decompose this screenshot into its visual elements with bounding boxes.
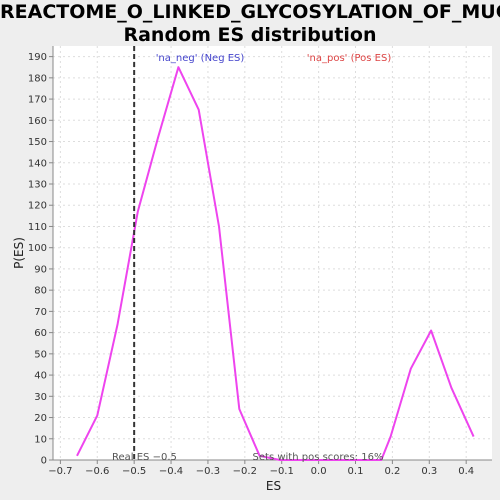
neg-es-label: 'na_neg' (Neg ES) <box>156 53 245 64</box>
y-tick-label-10: 100 <box>28 243 47 254</box>
real-es-label: Real ES −0.5 <box>112 452 177 463</box>
y-tick-label-19: 190 <box>28 52 47 63</box>
x-tick-label-0: −0.7 <box>48 466 72 477</box>
x-tick-label-7: 0.0 <box>311 466 327 477</box>
sets-pos-scores-label: Sets with pos scores: 16% <box>253 452 384 463</box>
y-tick-label-6: 60 <box>34 328 47 339</box>
x-axis-label: ES <box>266 479 281 493</box>
y-tick-label-12: 120 <box>28 201 47 212</box>
plot-area <box>53 46 492 460</box>
x-tick-label-4: −0.3 <box>196 466 220 477</box>
pos-es-label: 'na_pos' (Pos ES) <box>307 53 392 64</box>
x-tick-label-10: 0.3 <box>421 466 437 477</box>
y-tick-label-1: 10 <box>34 434 47 445</box>
chart-title: REACTOME_O_LINKED_GLYCOSYLATION_OF_MUCIN… <box>0 1 500 47</box>
x-tick-label-2: −0.5 <box>122 466 146 477</box>
x-tick-label-6: −0.1 <box>270 466 294 477</box>
series-line-0 <box>76 66 475 461</box>
y-tick-label-17: 170 <box>28 95 47 106</box>
axes <box>49 46 492 464</box>
x-tick-label-11: 0.4 <box>458 466 474 477</box>
y-tick-label-2: 20 <box>34 413 47 424</box>
x-tick-label-5: −0.2 <box>233 466 257 477</box>
y-tick-label-13: 130 <box>28 180 47 191</box>
y-tick-label-3: 30 <box>34 392 47 403</box>
x-tick-label-8: 0.1 <box>348 466 364 477</box>
y-tick-label-5: 50 <box>34 349 47 360</box>
y-tick-label-9: 90 <box>34 264 47 275</box>
y-tick-label-4: 40 <box>34 371 47 382</box>
chart-title-line-1: REACTOME_O_LINKED_GLYCOSYLATION_OF_MUCIN… <box>0 1 500 23</box>
series-layer <box>76 66 475 461</box>
y-tick-label-7: 70 <box>34 307 47 318</box>
y-tick-label-18: 180 <box>28 73 47 84</box>
x-tick-label-3: −0.4 <box>159 466 183 477</box>
x-tick-label-9: 0.2 <box>384 466 400 477</box>
tick-labels: −0.7 −0.6 −0.5 −0.4 −0.3 −0.2 −0.1 0.0 0.1 0.2 0.3… <box>28 52 474 477</box>
x-tick-label-1: −0.6 <box>85 466 109 477</box>
y-tick-label-11: 110 <box>28 222 47 233</box>
y-tick-label-15: 150 <box>28 137 47 148</box>
y-tick-label-8: 80 <box>34 286 47 297</box>
y-tick-label-14: 140 <box>28 158 47 169</box>
chart-title-line-2: Random ES distribution <box>123 24 377 46</box>
y-tick-label-16: 160 <box>28 116 47 127</box>
y-axis-label: P(ES) <box>12 237 26 269</box>
y-tick-label-0: 0 <box>41 456 47 467</box>
